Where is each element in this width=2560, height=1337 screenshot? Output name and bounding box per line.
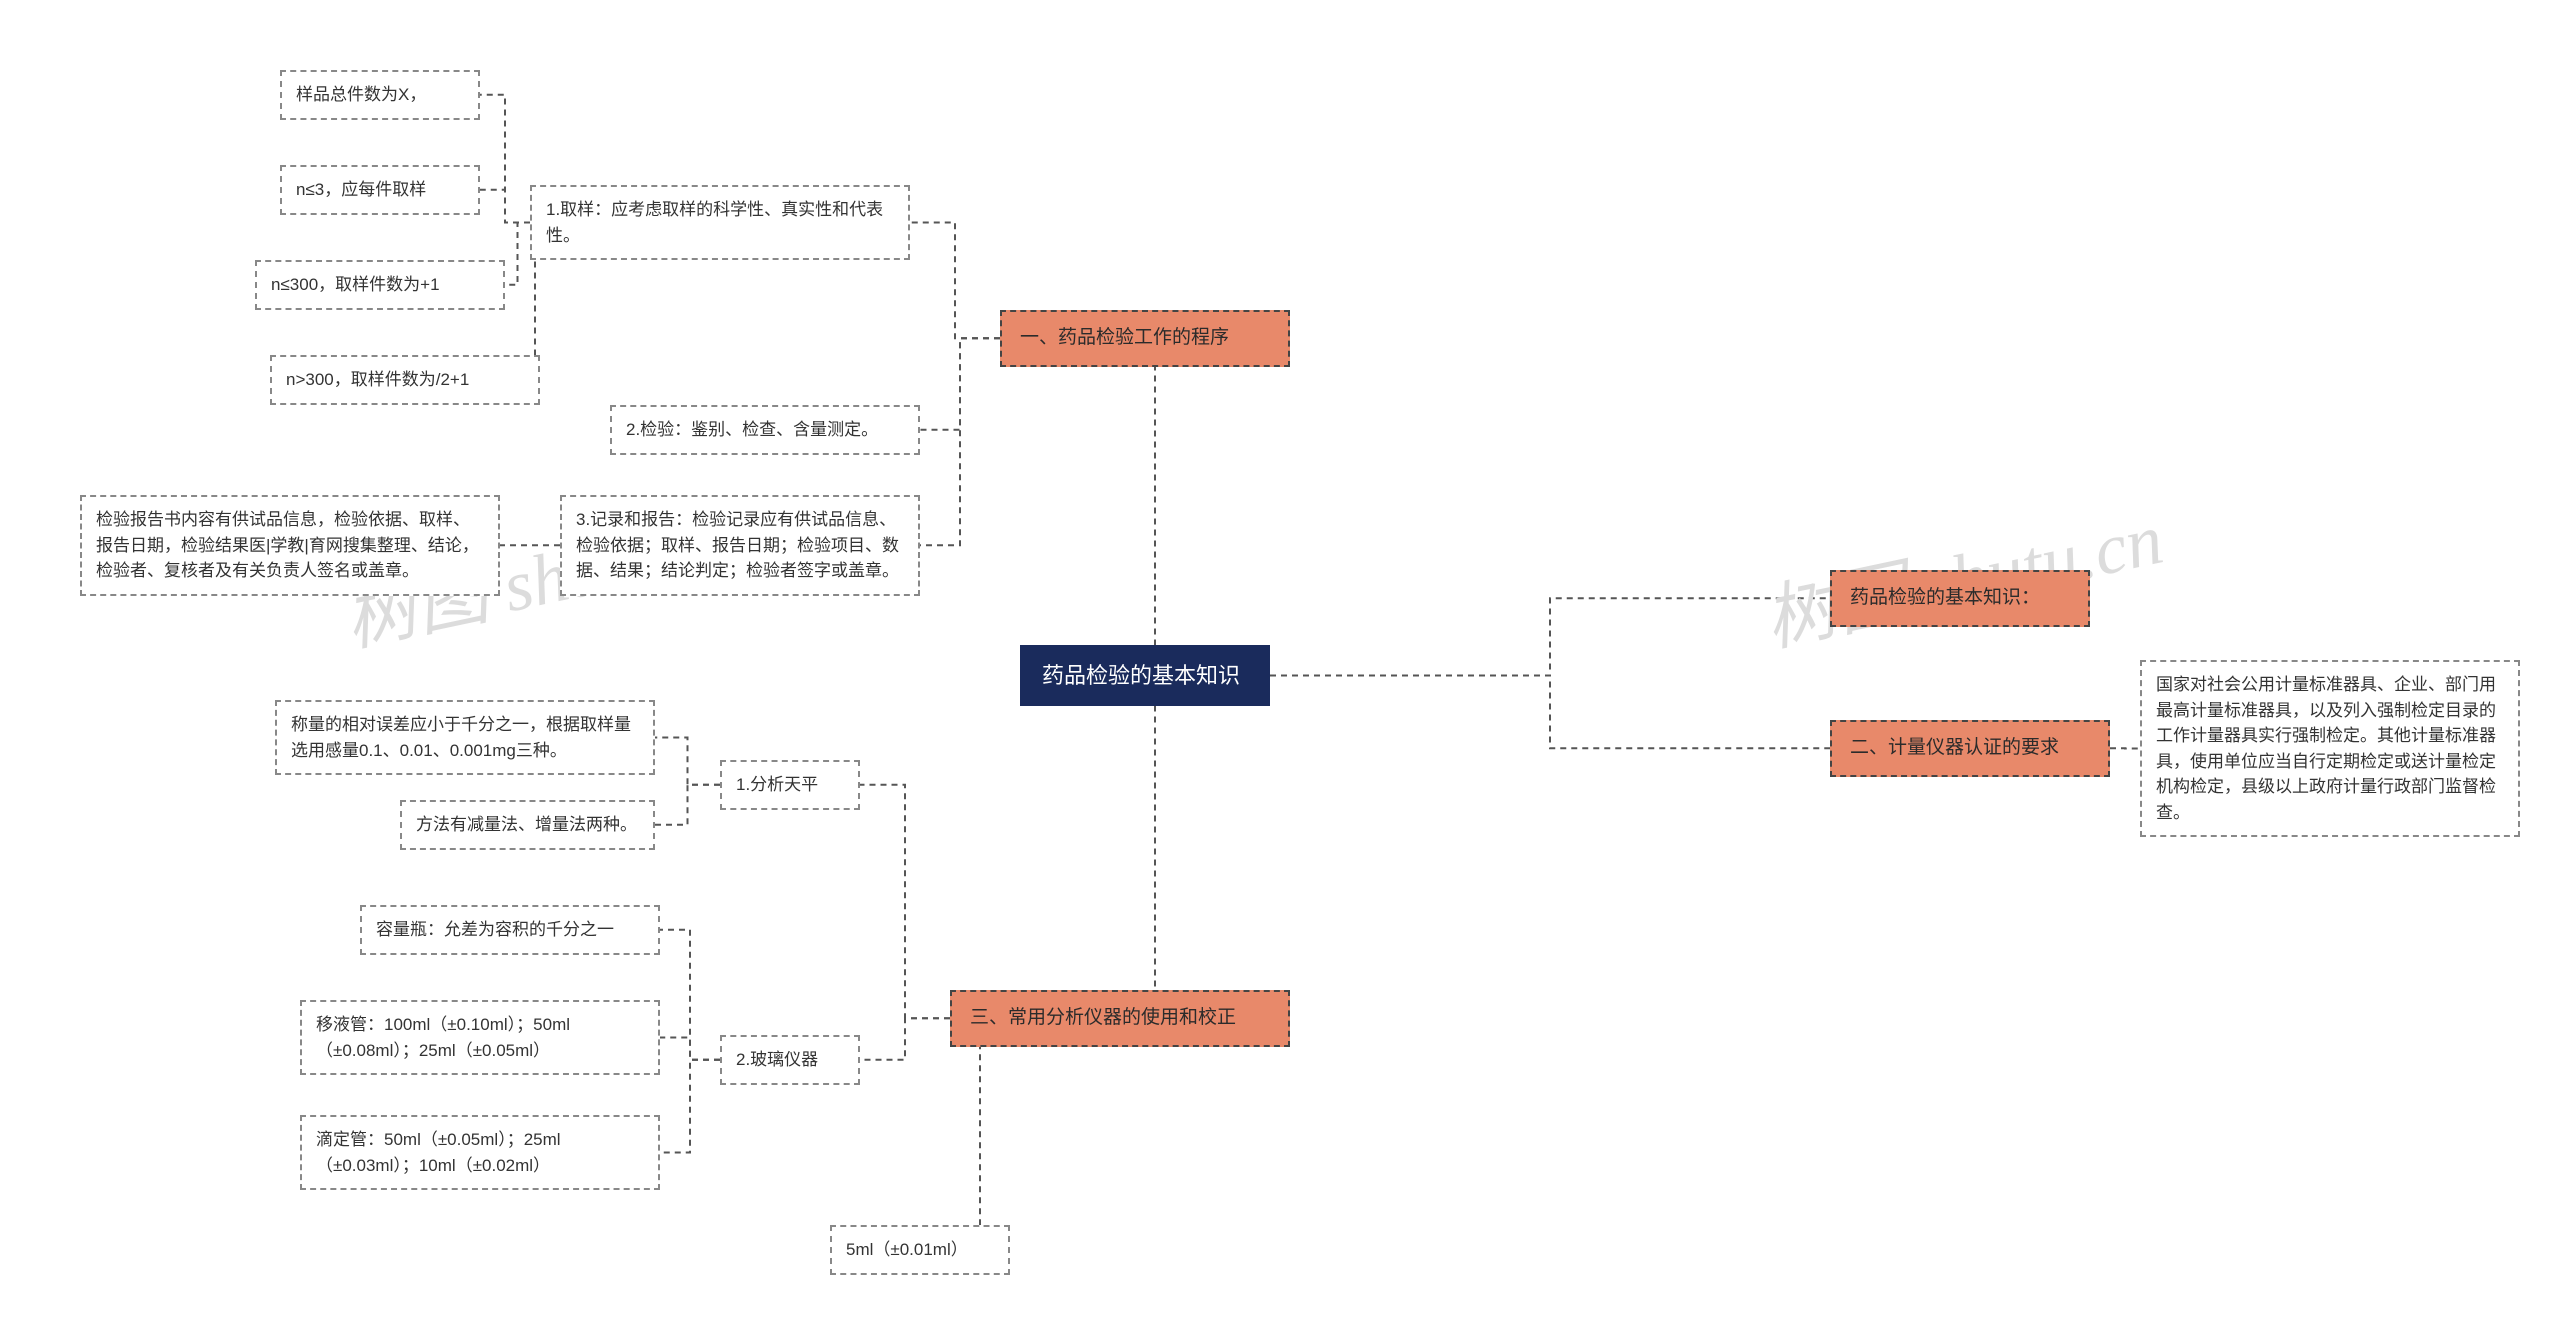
branch-inspection-procedure[interactable]: 一、药品检验工作的程序 [1000,310,1290,367]
branch-basic-knowledge[interactable]: 药品检验的基本知识： [1830,570,2090,627]
leaf-sample-ngt300: n>300，取样件数为/2+1 [270,355,540,405]
leaf-glassware: 2.玻璃仪器 [720,1035,860,1085]
leaf-pipette: 移液管：100ml（±0.10ml）；50ml（±0.08ml）；25ml（±0… [300,1000,660,1075]
branch-instrument-cert[interactable]: 二、计量仪器认证的要求 [1830,720,2110,777]
leaf-inspection: 2.检验：鉴别、检查、含量测定。 [610,405,920,455]
leaf-cert-detail: 国家对社会公用计量标准器具、企业、部门用最高计量标准器具，以及列入强制检定目录的… [2140,660,2520,837]
leaf-sample-n3: n≤3，应每件取样 [280,165,480,215]
leaf-report-content: 检验报告书内容有供试品信息，检验依据、取样、报告日期，检验结果医|学教|育网搜集… [80,495,500,596]
leaf-record-report: 3.记录和报告：检验记录应有供试品信息、检验依据；取样、报告日期；检验项目、数据… [560,495,920,596]
leaf-burette: 滴定管：50ml（±0.05ml）；25ml（±0.03ml）；10ml（±0.… [300,1115,660,1190]
leaf-sample-x: 样品总件数为X， [280,70,480,120]
leaf-balance-error: 称量的相对误差应小于千分之一，根据取样量选用感量0.1、0.01、0.001mg… [275,700,655,775]
leaf-balance-method: 方法有减量法、增量法两种。 [400,800,655,850]
branch-instruments-use[interactable]: 三、常用分析仪器的使用和校正 [950,990,1290,1047]
leaf-balance: 1.分析天平 [720,760,860,810]
leaf-sample-n300: n≤300，取样件数为+1 [255,260,505,310]
leaf-5ml: 5ml（±0.01ml） [830,1225,1010,1275]
leaf-sampling: 1.取样：应考虑取样的科学性、真实性和代表性。 [530,185,910,260]
leaf-volumetric-flask: 容量瓶：允差为容积的千分之一 [360,905,660,955]
root-node[interactable]: 药品检验的基本知识 [1020,645,1270,706]
